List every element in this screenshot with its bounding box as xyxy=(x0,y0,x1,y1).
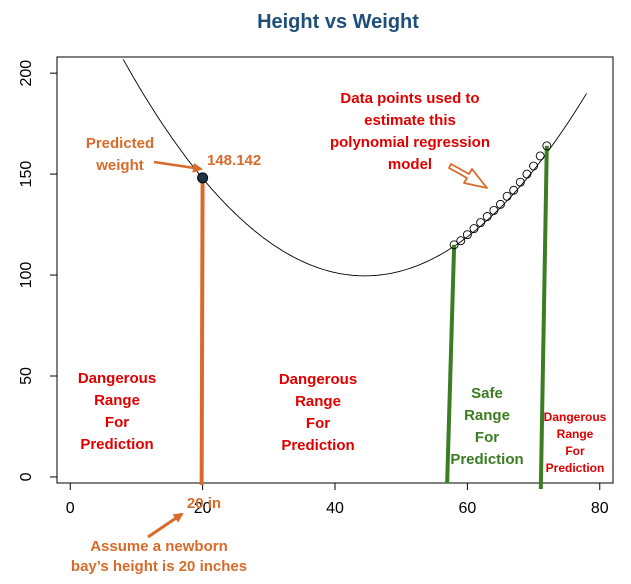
data-point xyxy=(522,169,532,179)
data-point xyxy=(469,224,479,234)
danger-right-line: For xyxy=(565,444,585,458)
y-tick-label: 200 xyxy=(18,60,35,87)
danger-right-line: Range xyxy=(557,427,594,441)
assumption-line: bay’s height is 20 inches xyxy=(71,558,247,575)
y-tick-label: 100 xyxy=(18,262,35,289)
x-tick-label: 0 xyxy=(66,500,75,517)
data-point xyxy=(482,212,492,221)
data-point xyxy=(456,236,466,246)
data-points-label-line: Data points used to xyxy=(340,90,479,107)
danger-range-right-label: Dangerous Range For Prediction xyxy=(544,410,607,475)
assumption-line: Assume a newborn xyxy=(90,538,228,555)
assumption-arrow xyxy=(147,512,184,539)
input-range-line xyxy=(199,177,205,486)
danger-right-line: Prediction xyxy=(546,461,605,475)
x-tick-label: 20 xyxy=(194,500,212,517)
data-point xyxy=(542,141,552,151)
y-axis: 0 50 100 150 200 xyxy=(18,60,57,481)
x-tick-label: 40 xyxy=(326,500,344,517)
safe-range-label: Safe Range For Prediction xyxy=(450,385,523,468)
data-point xyxy=(476,218,486,228)
data-point xyxy=(496,199,505,209)
predicted-value-label: 148.142 xyxy=(207,152,261,169)
data-point xyxy=(515,177,525,187)
data-points-label-line: polynomial regression xyxy=(330,134,490,151)
data-point xyxy=(449,240,459,250)
y-tick-label: 50 xyxy=(18,367,35,385)
predicted-weight-label: Predicted weight xyxy=(86,135,154,174)
data-points-label: Data points used to estimate this polyno… xyxy=(330,90,490,173)
data-point xyxy=(509,185,519,195)
data-points-arrow xyxy=(448,163,488,189)
range-lines xyxy=(199,145,549,490)
data-point xyxy=(462,230,472,240)
predicted-point xyxy=(197,172,209,184)
data-points xyxy=(449,141,552,250)
danger-middle-line: For xyxy=(306,415,330,432)
danger-range-middle-label: Dangerous Range For Prediction xyxy=(279,371,357,454)
danger-left-line: Prediction xyxy=(80,436,153,453)
predicted-arrow xyxy=(153,160,203,173)
safe-range-lower-bound xyxy=(445,244,457,484)
danger-middle-line: Dangerous xyxy=(279,371,357,388)
danger-range-left-label: Dangerous Range For Prediction xyxy=(78,370,156,453)
assumption-label: Assume a newborn bay’s height is 20 inch… xyxy=(71,538,247,575)
x-axis: 0 20 40 60 80 xyxy=(66,483,609,517)
predicted-label-line: Predicted xyxy=(86,135,154,152)
data-point xyxy=(502,191,512,201)
safe-range-line: Range xyxy=(464,407,510,424)
data-point xyxy=(529,161,539,171)
plot-frame xyxy=(56,56,614,484)
predicted-label-line: weight xyxy=(95,157,144,174)
y-tick-label: 150 xyxy=(18,161,35,188)
danger-left-line: Range xyxy=(94,392,140,409)
y-tick-label: 0 xyxy=(18,472,35,481)
safe-range-line: Safe xyxy=(471,385,503,402)
x-tick-label: 60 xyxy=(458,500,476,517)
data-point xyxy=(489,205,499,215)
x-input-label: 20 in xyxy=(187,495,221,512)
danger-right-line: Dangerous xyxy=(544,410,607,424)
data-points-label-line: estimate this xyxy=(364,112,456,129)
plot-area xyxy=(122,59,587,490)
safe-range-line: For xyxy=(475,429,499,446)
chart-title: Height vs Weight xyxy=(257,11,419,33)
safe-range-upper-bound xyxy=(538,145,549,490)
safe-range-line: Prediction xyxy=(450,451,523,468)
x-tick-label: 80 xyxy=(591,500,609,517)
data-point xyxy=(535,151,545,161)
danger-left-line: For xyxy=(105,414,129,431)
danger-middle-line: Prediction xyxy=(281,437,354,454)
danger-left-line: Dangerous xyxy=(78,370,156,387)
data-points-label-line: model xyxy=(388,156,432,173)
danger-middle-line: Range xyxy=(295,393,341,410)
